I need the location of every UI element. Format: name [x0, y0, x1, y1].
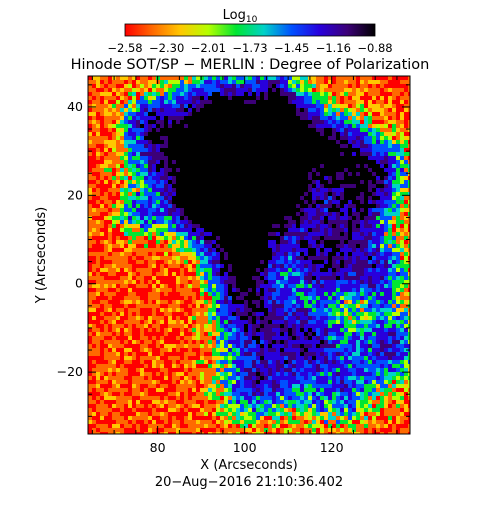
tick-label: 0	[75, 276, 83, 291]
colorbar-tick-label: −2.30	[149, 41, 184, 55]
colorbar-tick-label: −1.45	[274, 41, 309, 55]
tick-label: 20	[67, 187, 83, 202]
colorbar-label: Log10	[223, 8, 258, 25]
x-axis-label: X (Arcseconds)	[200, 458, 297, 473]
chart-title: Hinode SOT/SP − MERLIN : Degree of Polar…	[71, 57, 430, 73]
timestamp: 20−Aug−2016 21:10:36.402	[155, 475, 343, 490]
axis-ticks: 80 100 120 −20 0 20 40	[57, 76, 410, 455]
tick-label: 80	[150, 440, 166, 455]
plot-frame	[87, 75, 411, 435]
y-axis-label: Y (Arcseconds)	[34, 207, 49, 304]
heatmap	[88, 76, 410, 434]
colorbar-tick-label: −0.88	[357, 41, 392, 55]
tick-label: −20	[57, 364, 83, 379]
colorbar	[124, 23, 376, 37]
colorbar-ticks: −2.58 −2.30 −2.01 −1.73 −1.45 −1.16 −0.88	[107, 41, 392, 55]
colorbar-tick-label: −2.01	[191, 41, 226, 55]
tick-label: 40	[67, 99, 83, 114]
colorbar-tick-label: −1.16	[316, 41, 351, 55]
colorbar-tick-label: −2.58	[107, 41, 142, 55]
tick-label: 120	[320, 440, 344, 455]
tick-label: 100	[233, 440, 257, 455]
colorbar-tick-label: −1.73	[232, 41, 267, 55]
